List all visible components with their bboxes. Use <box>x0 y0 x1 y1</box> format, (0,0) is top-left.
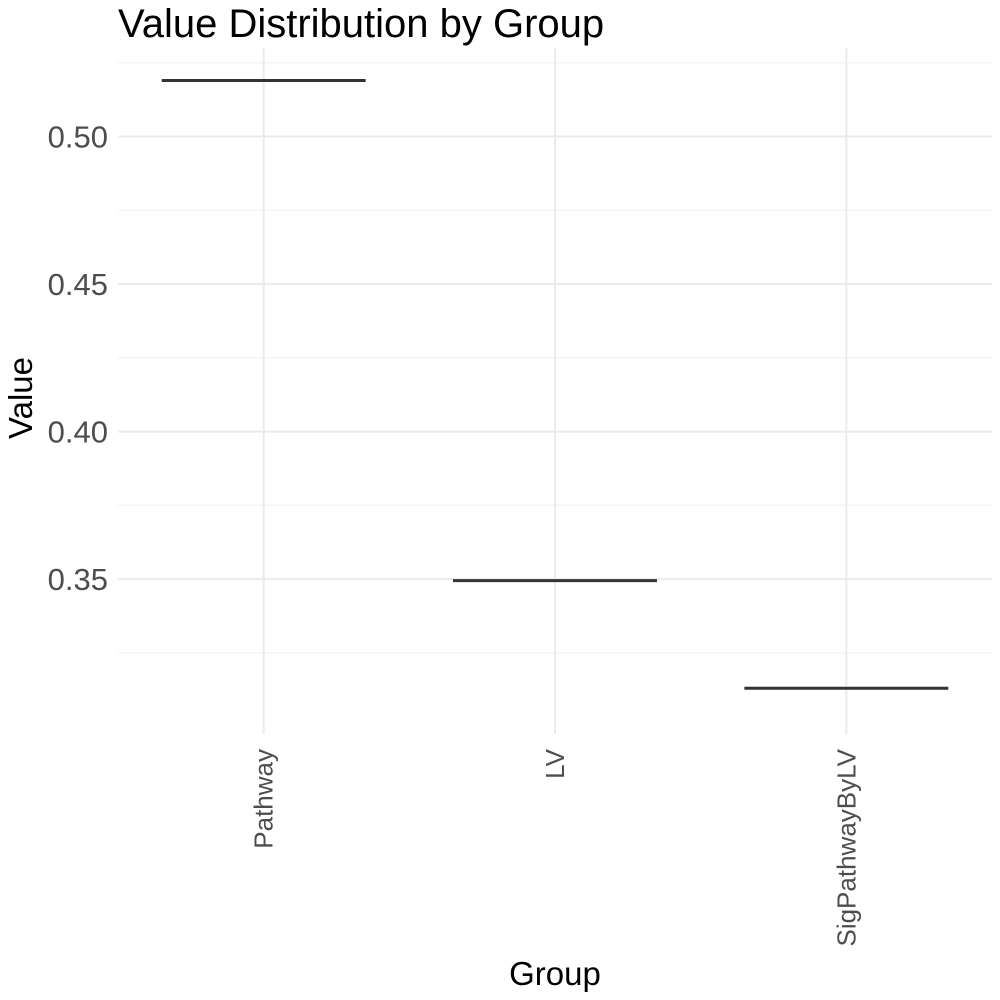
y-tick-label: 0.45 <box>48 267 108 302</box>
y-tick-label: 0.35 <box>48 562 108 597</box>
data-marks <box>161 78 949 690</box>
x-tick-label: Pathway <box>249 749 279 849</box>
x-axis-ticks: Pathway LV SigPathwayByLV <box>249 748 862 946</box>
y-axis-ticks: 0.35 0.40 0.45 0.50 <box>48 120 108 598</box>
y-axis-title: Value <box>2 357 39 439</box>
y-tick-label: 0.40 <box>48 415 108 450</box>
y-tick-label: 0.50 <box>48 120 108 155</box>
x-tick-label: SigPathwayByLV <box>831 748 861 946</box>
chart-title: Value Distribution by Group <box>118 2 604 46</box>
x-axis-title: Group <box>509 955 601 992</box>
x-tick-label: LV <box>540 748 570 779</box>
grid <box>118 48 992 734</box>
